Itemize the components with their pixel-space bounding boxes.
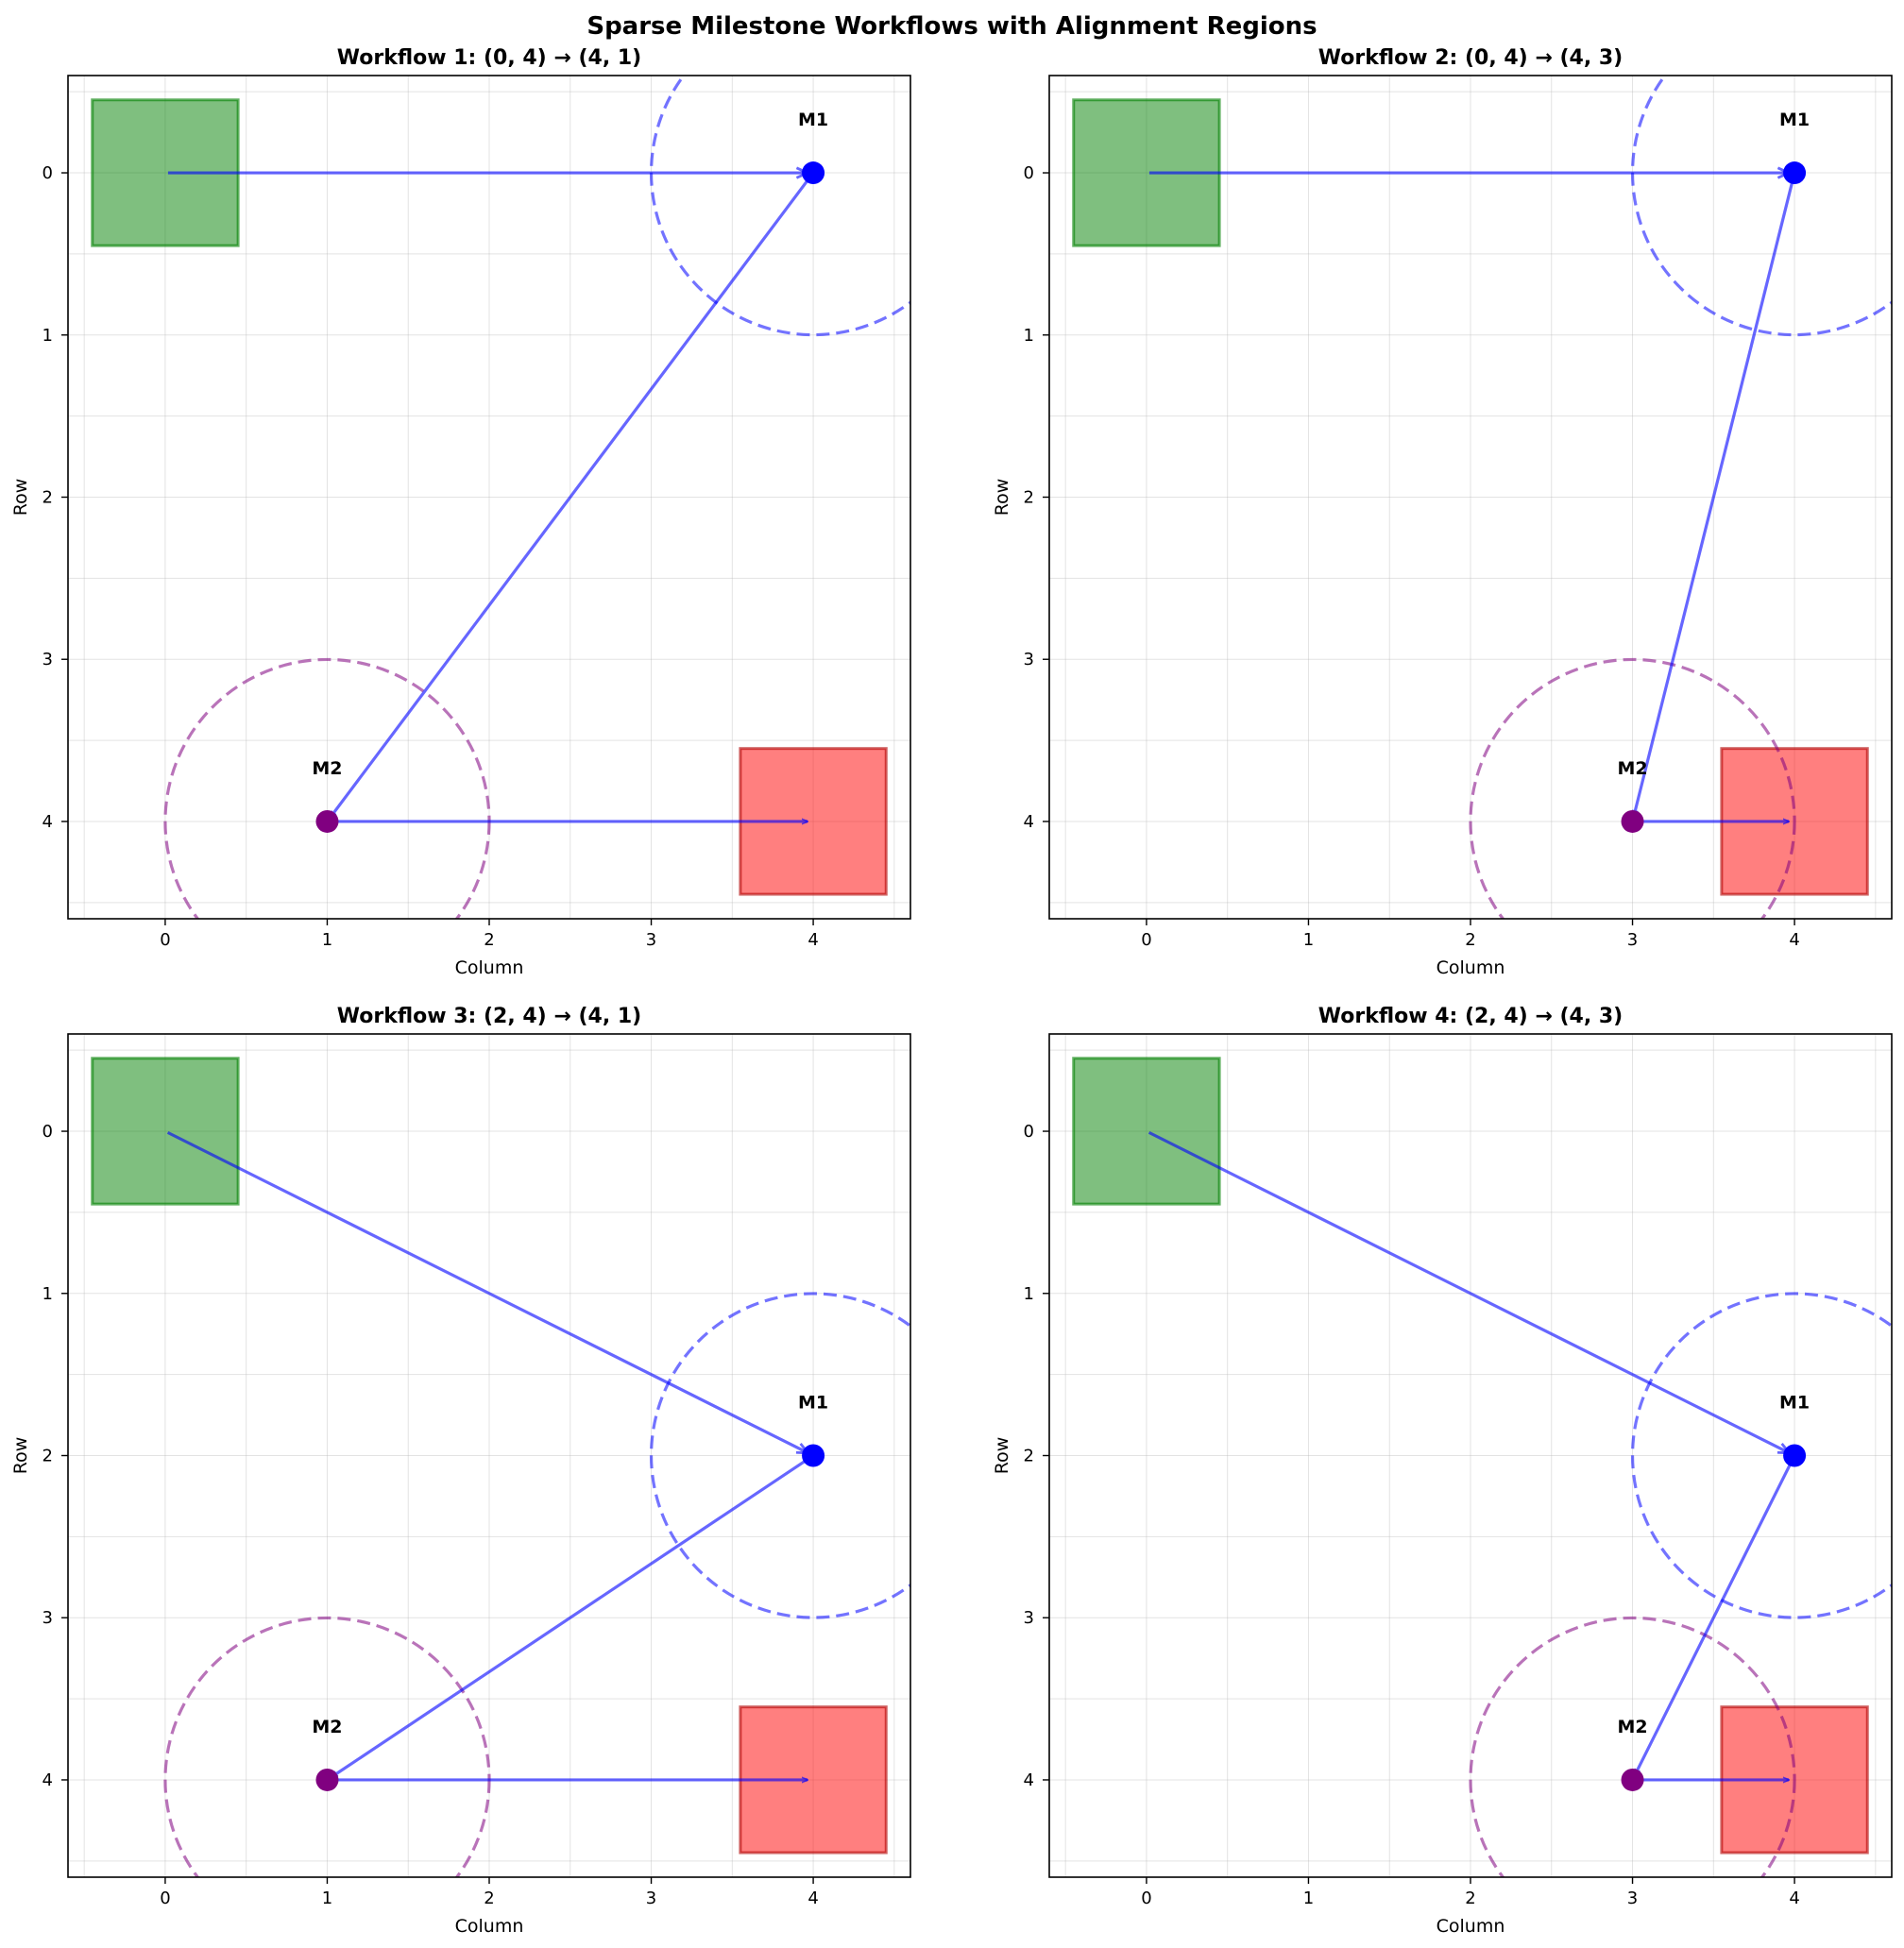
alignment-region-m2 (1469, 657, 1796, 919)
start-box (1072, 1057, 1221, 1206)
y-tick-label: 2 (42, 1447, 53, 1466)
y-axis-label: Row (10, 1437, 31, 1475)
y-tick-label: 2 (42, 488, 53, 508)
x-axis-label: Column (1436, 1916, 1505, 1937)
x-tick-label: 3 (1627, 1889, 1638, 1908)
y-tick-label: 3 (42, 650, 53, 669)
alignment-region-m1 (1630, 1292, 1892, 1619)
path-arrow-2 (331, 174, 813, 817)
plot-area (91, 1057, 910, 1877)
y-tick-label: 4 (42, 812, 53, 832)
x-tick-label: 0 (160, 1889, 170, 1908)
milestone-label-m2: M2 (312, 758, 342, 779)
x-tick-label: 1 (1303, 930, 1314, 950)
figure-title: Sparse Milestone Workflows with Alignmen… (586, 12, 1317, 41)
milestone-label-m2: M2 (1617, 1717, 1647, 1737)
y-tick-label: 1 (1024, 1284, 1034, 1304)
plot-area (91, 76, 910, 919)
x-tick-label: 0 (1141, 930, 1151, 950)
alignment-region-m2 (1469, 1616, 1796, 1877)
y-tick-label: 4 (42, 1770, 53, 1790)
path-arrow-1 (166, 1130, 808, 1452)
panels: M1 M2 0 1 2 3 4 0 1 2 3 4 Workflow 1: (0, 4) → (4, 1… (10, 46, 1893, 1937)
panel-title: Workflow 4: (2, 4) → (4, 3) (1318, 1005, 1623, 1028)
milestone-marker-m1 (1783, 1444, 1807, 1467)
y-tick-label: 1 (42, 1284, 53, 1304)
x-tick-label: 2 (484, 930, 494, 950)
workflow-panel-3: M1 M2 0 1 2 3 4 0 1 2 3 4 Workflow 3: (2, 4) → (4, 1… (10, 1005, 911, 1937)
path-arrow-2 (1633, 1457, 1795, 1774)
milestone-label-m1: M1 (798, 110, 828, 130)
x-axis-label: Column (455, 1916, 524, 1937)
y-tick-label: 0 (1024, 1122, 1034, 1142)
path-arrow-1 (1148, 1130, 1790, 1452)
y-tick-label: 0 (42, 1122, 53, 1142)
milestone-label-m1: M1 (1779, 1393, 1810, 1414)
panel-title: Workflow 3: (2, 4) → (4, 1) (337, 1005, 641, 1028)
x-tick-label: 0 (160, 930, 170, 950)
x-tick-label: 2 (1465, 930, 1475, 950)
grid (1049, 76, 1892, 919)
milestone-label-m1: M1 (1779, 110, 1810, 130)
plot-area (1072, 1057, 1892, 1877)
milestone-label-m2: M2 (1617, 758, 1647, 779)
alignment-region-m1 (649, 1292, 910, 1619)
milestone-marker-m2 (1621, 1768, 1644, 1791)
y-tick-label: 3 (1024, 650, 1034, 669)
start-box (91, 1057, 240, 1206)
x-tick-label: 2 (1465, 1889, 1475, 1908)
panel-title: Workflow 2: (0, 4) → (4, 3) (1318, 46, 1623, 70)
path-arrow-2 (332, 1455, 812, 1776)
milestone-label-m1: M1 (798, 1393, 828, 1414)
workflow-panel-4: M1 M2 0 1 2 3 4 0 1 2 3 4 Workflow 4: (2, 4) → (4, 3… (992, 1005, 1893, 1937)
x-tick-label: 3 (646, 930, 656, 950)
panel-title: Workflow 1: (0, 4) → (4, 1) (337, 46, 641, 70)
y-tick-label: 4 (1024, 1770, 1034, 1790)
x-tick-label: 0 (1141, 1889, 1151, 1908)
x-axis-label: Column (455, 957, 524, 978)
x-tick-label: 4 (1789, 930, 1799, 950)
milestone-marker-m2 (315, 1768, 339, 1791)
x-tick-label: 1 (322, 930, 332, 950)
milestone-marker-m1 (802, 1444, 825, 1467)
milestone-marker-m1 (1783, 161, 1807, 185)
milestone-label-m2: M2 (312, 1717, 342, 1737)
milestone-marker-m2 (315, 809, 339, 833)
x-tick-label: 3 (1627, 930, 1638, 950)
x-tick-label: 4 (808, 1889, 818, 1908)
x-tick-label: 4 (808, 930, 818, 950)
x-tick-label: 3 (646, 1889, 656, 1908)
y-tick-label: 2 (1024, 488, 1034, 508)
x-axis-label: Column (1436, 957, 1505, 978)
x-tick-label: 1 (322, 1889, 332, 1908)
x-tick-label: 4 (1789, 1889, 1799, 1908)
y-tick-label: 0 (42, 163, 53, 183)
y-tick-label: 2 (1024, 1447, 1034, 1466)
x-tick-label: 1 (1303, 1889, 1314, 1908)
y-tick-label: 1 (42, 326, 53, 346)
grid (1049, 1034, 1892, 1877)
y-tick-label: 3 (1024, 1608, 1034, 1628)
y-axis-label: Row (992, 479, 1012, 517)
x-tick-label: 2 (484, 1889, 494, 1908)
workflow-panel-2: M1 M2 0 1 2 3 4 0 1 2 3 4 Workflow 2: (0, 4) → (4, 3… (992, 46, 1893, 978)
plot-area (1072, 76, 1892, 919)
milestone-marker-m1 (802, 161, 825, 185)
milestone-marker-m2 (1621, 809, 1644, 833)
path-arrow-2 (1634, 175, 1795, 816)
y-tick-label: 4 (1024, 812, 1034, 832)
y-tick-label: 0 (1024, 163, 1034, 183)
y-axis-label: Row (992, 1437, 1012, 1475)
y-tick-label: 1 (1024, 326, 1034, 346)
workflow-panel-1: M1 M2 0 1 2 3 4 0 1 2 3 4 Workflow 1: (0, 4) → (4, 1… (10, 46, 911, 978)
y-axis-label: Row (10, 479, 31, 517)
y-tick-label: 3 (42, 1608, 53, 1628)
